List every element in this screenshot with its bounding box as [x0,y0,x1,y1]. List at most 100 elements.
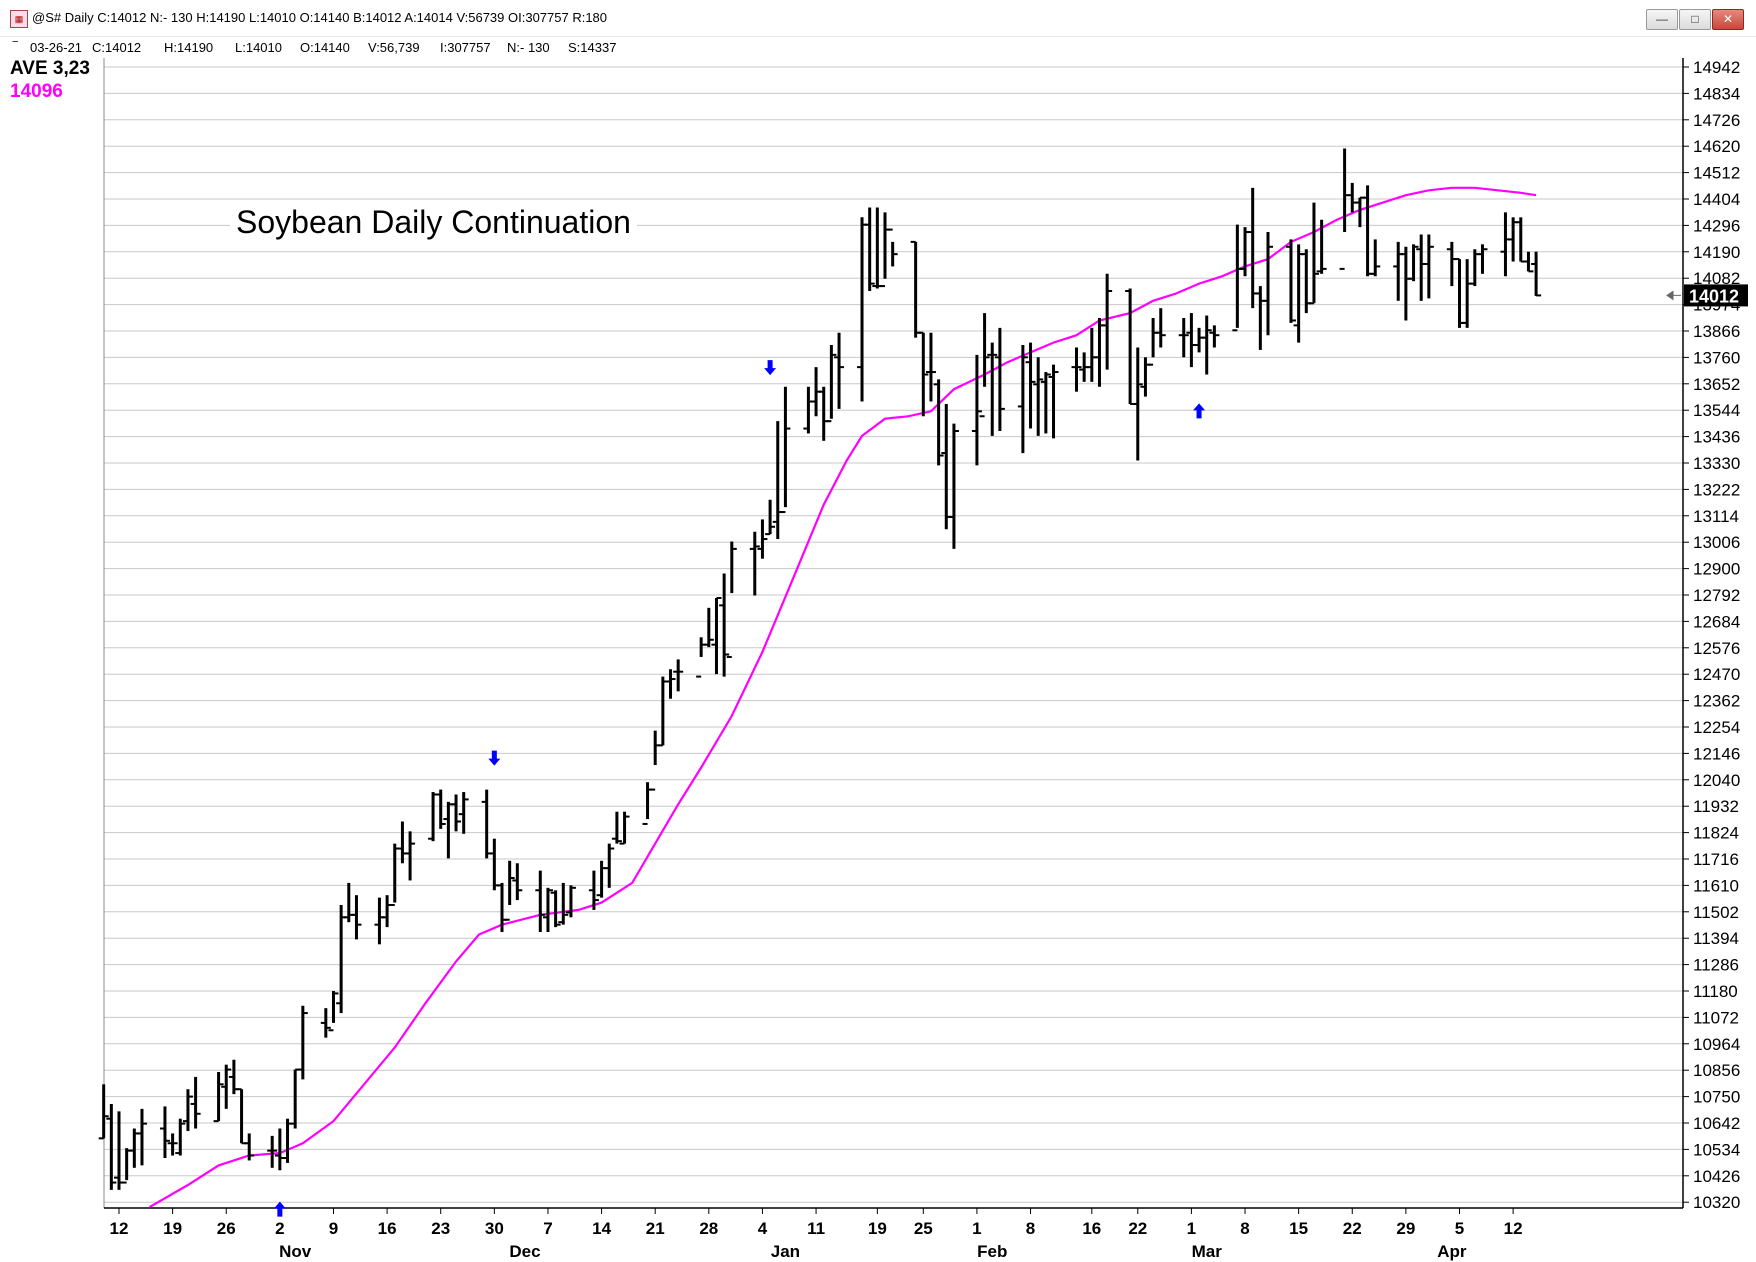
x-tick-label: 9 [329,1219,338,1238]
ohlc-bar [941,403,952,530]
y-tick-label: 11824 [1693,824,1739,843]
y-tick-label: 12900 [1693,560,1740,579]
ohlc-bars-layer [98,148,1542,1190]
x-axis-labels: 12 19 26 2 9 16 23 30 7 14 21 28 4 11 19 25 1 8 16 22 1 8 15 22… [110,1219,1523,1261]
ohlc-bar [558,882,569,925]
last-price-marker: 14012 [1666,284,1748,307]
ohlc-bar [343,882,354,923]
ohlc-bar [864,207,875,291]
chart-app-icon[interactable]: ▦ [10,10,28,28]
x-month-label: Mar [1192,1242,1223,1261]
ohlc-bar [1446,241,1457,287]
y-tick-label: 14942 [1693,58,1740,77]
x-tick-label: 1 [1187,1219,1196,1238]
ohlc-bar [1033,357,1044,436]
ohlc-bar [489,838,500,891]
ohlc-bar [834,332,845,409]
ohlc-bar [182,1089,193,1131]
y-tick-label: 12146 [1693,744,1740,763]
ohlc-bar [1531,251,1542,297]
x-tick-label: 1 [972,1219,981,1238]
data-date: 03-26-21 [30,40,83,55]
x-tick-label: 30 [485,1219,504,1238]
y-tick-label: 14726 [1693,111,1740,130]
collapse-icon[interactable]: − [12,36,19,48]
x-tick-label: 8 [1240,1219,1249,1238]
buy-signal-arrow-icon [1193,403,1206,419]
ohlc-bar [588,870,599,910]
maximize-button[interactable]: □ [1679,9,1711,30]
ohlc-bar [1232,224,1243,332]
ohlc-bar [780,386,791,514]
data-open-interest: I:307757 [440,40,491,55]
ohlc-bar [1285,239,1296,323]
ohlc-bar [933,379,944,466]
ohlc-bar [1508,217,1519,262]
y-tick-label: 11610 [1693,876,1739,895]
chart-title: Soybean Daily Continuation [236,204,631,240]
y-tick-label: 12362 [1693,692,1740,711]
ohlc-bar [918,331,929,417]
ohlc-bar [1132,347,1143,461]
x-tick-label: 15 [1289,1219,1308,1238]
y-tick-label: 13222 [1693,480,1740,499]
ohlc-bar [1094,318,1105,387]
ohlc-bar [872,207,883,289]
ohlc-bar [657,676,668,747]
ohlc-bar [1400,246,1411,321]
x-month-label: Feb [977,1242,1007,1261]
y-tick-label: 13006 [1693,533,1740,552]
y-tick-label: 12792 [1693,586,1740,605]
y-tick-label: 13544 [1693,401,1740,420]
data-low: L:14010 [235,40,282,55]
ohlc-bar [979,313,990,418]
x-month-label: Dec [509,1242,540,1261]
x-tick-label: 11 [807,1219,825,1238]
y-tick-label: 13436 [1693,428,1740,447]
ohlc-bar [604,843,615,888]
x-tick-label: 5 [1455,1219,1464,1238]
y-tick-label: 13330 [1693,454,1740,473]
axes-layer [103,58,1689,1214]
ohlc-bar [772,421,783,540]
ohlc-bar [857,217,868,402]
x-month-label: Jan [771,1242,800,1261]
y-tick-label: 14082 [1693,269,1740,288]
ohlc-bar [175,1118,186,1156]
ohlc-bar [1316,219,1327,274]
indicator-name: AVE 3,23 [10,58,90,79]
minimize-button[interactable]: — [1646,9,1678,30]
ohlc-bar [1523,251,1534,273]
ohlc-bar [382,895,393,928]
ohlc-bar [121,1148,132,1184]
ohlc-bar [1048,364,1059,439]
data-open: O:14140 [300,40,350,55]
ohlc-bar [1255,286,1266,350]
ohlc-bar [711,597,722,675]
ohlc-bar [987,342,998,436]
y-tick-label: 10856 [1693,1061,1740,1080]
ohlc-bar [673,659,684,692]
sell-signal-arrow-icon [764,360,777,376]
y-tick-label: 12040 [1693,771,1740,790]
ohlc-bar [642,782,653,825]
ohlc-bar [757,519,768,559]
x-tick-label: 29 [1396,1219,1415,1238]
close-button[interactable]: ✕ [1712,9,1744,30]
ohlc-bar [1086,327,1097,382]
y-tick-label: 12254 [1693,718,1740,737]
ohlc-bar [550,890,561,928]
x-tick-label: 26 [217,1219,236,1238]
ohlc-bar [1071,347,1082,392]
window-title: @S# Daily C:14012 N:- 130 H:14190 L:1401… [32,10,608,25]
ohlc-bar [167,1133,178,1156]
y-tick-label: 10750 [1693,1088,1740,1107]
x-tick-label: 22 [1128,1219,1147,1238]
x-tick-label: 22 [1343,1219,1362,1238]
y-tick-label: 10426 [1693,1167,1740,1186]
chart-title-background [230,202,637,242]
x-tick-label: 19 [868,1219,887,1238]
ohlc-bar [1454,258,1465,328]
y-tick-label: 11502 [1693,903,1739,922]
